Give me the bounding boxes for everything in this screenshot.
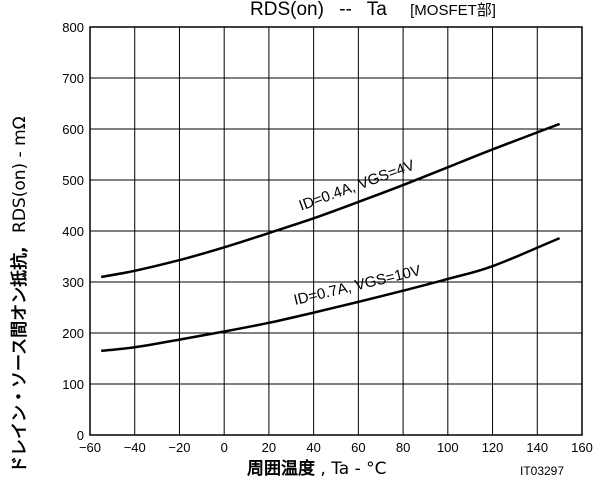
x-tick-label: −40 — [124, 440, 146, 455]
series-line-1 — [101, 236, 561, 353]
x-tick-label: 120 — [482, 440, 504, 455]
x-axis-label-main: 周囲温度 — [247, 458, 316, 479]
series-line-0 — [100, 122, 561, 279]
title-main: RDS(on) — [250, 0, 324, 20]
x-tick-label: −60 — [79, 440, 101, 455]
y-tick-label: 800 — [62, 20, 84, 35]
title-var: Ta — [367, 0, 388, 20]
x-axis-label: 周囲温度 , Ta - °C — [247, 458, 387, 479]
x-tick-label: 100 — [437, 440, 459, 455]
x-tick-label: 60 — [351, 440, 365, 455]
title-tag: [MOSFET部] — [410, 2, 496, 19]
y-axis-label-rest: RDS(on) - mΩ — [10, 116, 30, 233]
y-tick-label: 400 — [62, 224, 84, 239]
x-tick-label: 160 — [571, 440, 593, 455]
y-tick-label: 300 — [62, 275, 84, 290]
y-axis-label-main: ドレイン・ソース間オン抵抗, — [9, 246, 30, 473]
plot-frame — [89, 26, 583, 436]
x-tick-label: 0 — [221, 440, 228, 455]
y-tick-label: 100 — [62, 377, 84, 392]
y-tick-label: 700 — [62, 71, 84, 86]
x-tick-label: 140 — [526, 440, 548, 455]
y-tick-label: 0 — [77, 428, 84, 443]
x-tick-label: 80 — [396, 440, 410, 455]
grid — [89, 26, 583, 436]
x-tick-label: 40 — [306, 440, 320, 455]
x-tick-label: −20 — [168, 440, 190, 455]
x-axis-label-rest: , Ta - °C — [320, 459, 386, 479]
chart-title: RDS(on) -- Ta [MOSFET部] — [250, 0, 496, 20]
y-tick-labels: 0 100 200 300 400 500 600 700 800 — [62, 20, 84, 443]
y-tick-label: 500 — [62, 173, 84, 188]
y-tick-label: 200 — [62, 326, 84, 341]
title-sep: -- — [339, 0, 352, 20]
y-axis-label: ドレイン・ソース間オン抵抗, RDS(on) - mΩ — [9, 116, 30, 473]
y-tick-label: 600 — [62, 122, 84, 137]
x-tick-labels: −60 −40 −20 0 20 40 60 80 100 120 140 160 — [79, 440, 593, 455]
x-tick-label: 20 — [262, 440, 276, 455]
figure-code: IT03297 — [520, 464, 564, 478]
